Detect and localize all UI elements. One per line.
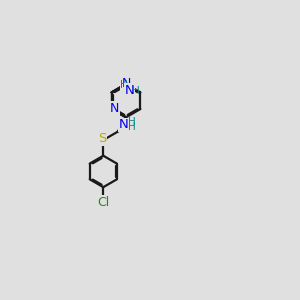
Text: H: H [132,86,140,96]
Text: S: S [98,132,106,145]
Text: Cl: Cl [97,196,110,209]
Text: H: H [128,117,136,128]
Text: N: N [121,76,131,90]
Text: N: N [110,103,119,116]
Text: H: H [121,80,128,90]
Text: N: N [119,118,129,131]
Text: H: H [128,122,136,132]
Text: N: N [124,84,134,97]
